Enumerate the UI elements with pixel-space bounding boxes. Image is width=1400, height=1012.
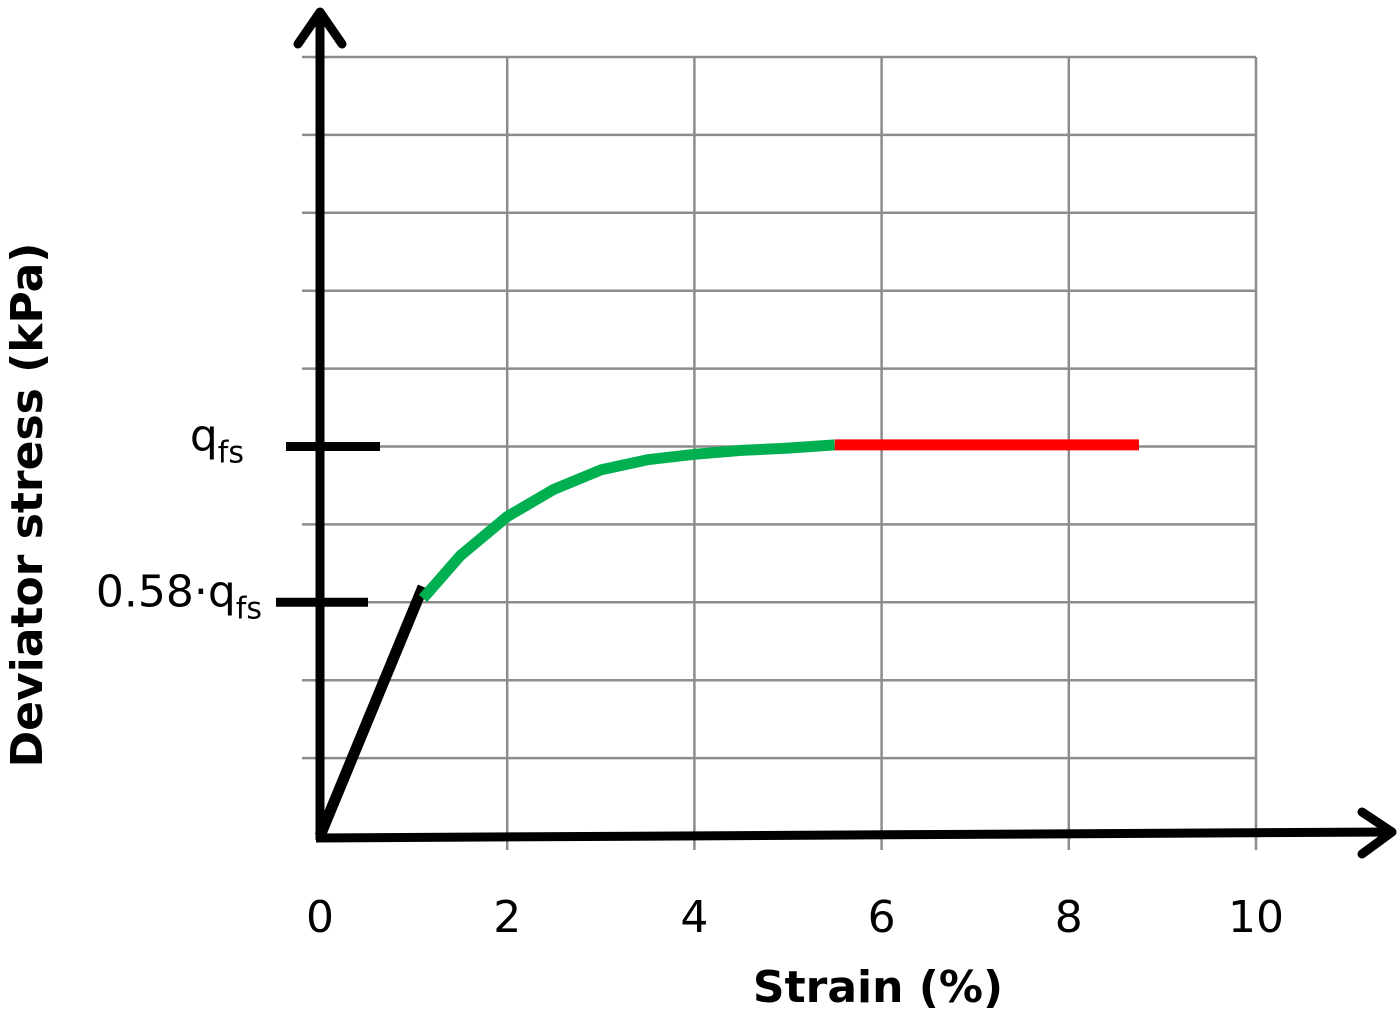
axes — [293, 7, 1397, 859]
x-tick-labels: 0 2 4 6 8 10 — [306, 892, 1284, 943]
series-line-1 — [314, 584, 429, 839]
y-axis-arrow-icon — [293, 7, 347, 49]
series-line-2 — [418, 439, 836, 603]
x-tick-label: 8 — [1055, 892, 1083, 943]
series-group — [314, 439, 1139, 839]
x-axis-line — [315, 827, 1393, 843]
x-axis-arrow-icon — [1357, 807, 1397, 859]
y-marker-label: qfs — [190, 411, 244, 471]
x-tick-label: 10 — [1228, 892, 1284, 943]
x-tick-label: 2 — [493, 892, 521, 943]
grid — [302, 55, 1258, 850]
x-tick-label: 6 — [868, 892, 896, 943]
x-axis-title: Strain (%) — [753, 962, 1003, 1012]
y-markers: qfs 0.58·qfs — [96, 411, 380, 626]
x-tick-label: 4 — [680, 892, 708, 943]
y-axis-title: Deviator stress (kPa) — [2, 243, 53, 768]
y-marker-label: 0.58·qfs — [96, 566, 262, 626]
x-tick-label: 0 — [306, 892, 334, 943]
